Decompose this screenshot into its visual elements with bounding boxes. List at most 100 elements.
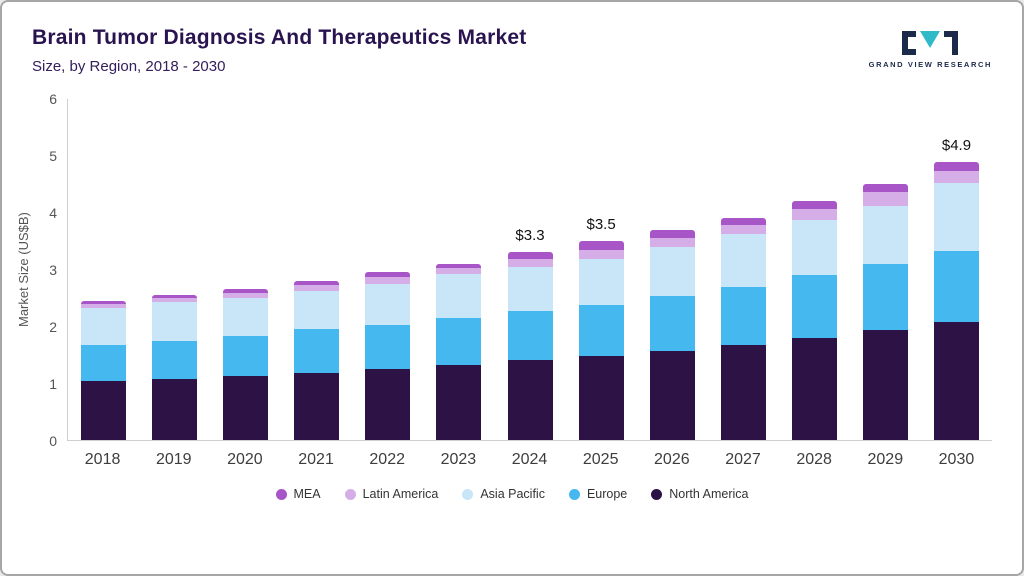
bar-segment-asia-pacific[interactable] bbox=[294, 290, 340, 330]
legend-item-north-america[interactable]: North America bbox=[651, 487, 748, 501]
bar-group-2019[interactable] bbox=[139, 99, 210, 440]
bar-segment-latin-america[interactable] bbox=[365, 276, 411, 284]
bar-segment-europe[interactable] bbox=[223, 336, 269, 377]
bar-segment-asia-pacific[interactable] bbox=[436, 273, 482, 318]
bar-group-2030[interactable]: $4.9 bbox=[921, 99, 992, 440]
bar-group-2026[interactable] bbox=[637, 99, 708, 440]
bar-group-2027[interactable] bbox=[708, 99, 779, 440]
bar-segment-asia-pacific[interactable] bbox=[365, 283, 411, 325]
bar-segment-latin-america[interactable] bbox=[152, 297, 198, 303]
bar-group-2021[interactable] bbox=[281, 99, 352, 440]
bar-segment-mea[interactable] bbox=[720, 218, 766, 226]
bar-segment-north-america[interactable] bbox=[649, 350, 695, 440]
bar-segment-europe[interactable] bbox=[862, 263, 908, 330]
bar-segment-europe[interactable] bbox=[507, 311, 553, 361]
bar-segment-mea[interactable] bbox=[507, 252, 553, 260]
bar-segment-europe[interactable] bbox=[649, 296, 695, 351]
bar-segment-europe[interactable] bbox=[436, 317, 482, 365]
bar-segment-asia-pacific[interactable] bbox=[578, 259, 624, 305]
stacked-bar-2024[interactable] bbox=[507, 99, 553, 440]
bar-segment-north-america[interactable] bbox=[720, 345, 766, 440]
bar-segment-north-america[interactable] bbox=[791, 337, 837, 440]
bar-segment-asia-pacific[interactable] bbox=[791, 219, 837, 276]
bar-group-2022[interactable] bbox=[352, 99, 423, 440]
bar-segment-north-america[interactable] bbox=[152, 379, 198, 440]
bar-segment-mea[interactable] bbox=[791, 201, 837, 210]
bar-segment-latin-america[interactable] bbox=[578, 249, 624, 260]
bar-segment-europe[interactable] bbox=[578, 304, 624, 356]
stacked-bar-2023[interactable] bbox=[436, 99, 482, 440]
stacked-bar-2027[interactable] bbox=[720, 99, 766, 440]
bar-segment-europe[interactable] bbox=[933, 250, 979, 322]
bar-group-2023[interactable] bbox=[423, 99, 494, 440]
stacked-bar-2018[interactable] bbox=[81, 99, 127, 440]
stacked-bar-2019[interactable] bbox=[152, 99, 198, 440]
bar-segment-latin-america[interactable] bbox=[791, 209, 837, 220]
bar-group-2018[interactable] bbox=[68, 99, 139, 440]
bar-segment-europe[interactable] bbox=[81, 345, 127, 382]
bar-segment-mea[interactable] bbox=[436, 263, 482, 269]
bar-segment-latin-america[interactable] bbox=[862, 192, 908, 206]
stacked-bar-2021[interactable] bbox=[294, 99, 340, 440]
bar-segment-asia-pacific[interactable] bbox=[152, 302, 198, 341]
stacked-bar-2029[interactable] bbox=[862, 99, 908, 440]
bar-segment-europe[interactable] bbox=[720, 286, 766, 346]
bar-segment-europe[interactable] bbox=[791, 275, 837, 338]
legend-item-asia-pacific[interactable]: Asia Pacific bbox=[462, 487, 545, 501]
bar-value-label-2024: $3.3 bbox=[515, 227, 545, 245]
bar-segment-north-america[interactable] bbox=[436, 364, 482, 440]
legend-item-latin-america[interactable]: Latin America bbox=[344, 487, 438, 501]
bar-group-2025[interactable]: $3.5 bbox=[566, 99, 637, 440]
stacked-bar-2028[interactable] bbox=[791, 99, 837, 440]
legend-dot-icon bbox=[651, 488, 663, 500]
bar-segment-north-america[interactable] bbox=[223, 376, 269, 440]
bar-segment-north-america[interactable] bbox=[81, 381, 127, 440]
plot: $3.3 $3.5 $4.9 bbox=[67, 99, 992, 441]
bar-segment-mea[interactable] bbox=[649, 229, 695, 239]
bar-segment-north-america[interactable] bbox=[507, 360, 553, 440]
bar-segment-mea[interactable] bbox=[152, 295, 198, 298]
bar-segment-latin-america[interactable] bbox=[507, 259, 553, 267]
bar-segment-latin-america[interactable] bbox=[294, 284, 340, 291]
bar-segment-latin-america[interactable] bbox=[933, 170, 979, 184]
bar-group-2024[interactable]: $3.3 bbox=[494, 99, 565, 440]
bar-segment-latin-america[interactable] bbox=[436, 268, 482, 274]
bar-value-label-2025: $3.5 bbox=[586, 216, 616, 234]
bar-segment-europe[interactable] bbox=[294, 329, 340, 373]
bar-segment-asia-pacific[interactable] bbox=[862, 205, 908, 264]
bar-segment-mea[interactable] bbox=[578, 241, 624, 250]
bar-segment-north-america[interactable] bbox=[862, 329, 908, 440]
stacked-bar-2025[interactable] bbox=[578, 99, 624, 440]
bar-segment-north-america[interactable] bbox=[365, 368, 411, 440]
stacked-bar-2026[interactable] bbox=[649, 99, 695, 440]
bar-segment-asia-pacific[interactable] bbox=[81, 307, 127, 346]
bar-segment-asia-pacific[interactable] bbox=[507, 266, 553, 311]
bar-segment-asia-pacific[interactable] bbox=[649, 246, 695, 297]
bar-segment-mea[interactable] bbox=[294, 280, 340, 285]
bar-segment-mea[interactable] bbox=[933, 161, 979, 171]
bar-segment-europe[interactable] bbox=[152, 340, 198, 380]
legend-item-europe[interactable]: Europe bbox=[568, 487, 627, 501]
legend-item-mea[interactable]: MEA bbox=[275, 487, 321, 501]
bar-segment-north-america[interactable] bbox=[933, 321, 979, 440]
stacked-bar-2022[interactable] bbox=[365, 99, 411, 440]
bar-segment-latin-america[interactable] bbox=[81, 303, 127, 308]
bar-segment-asia-pacific[interactable] bbox=[720, 234, 766, 287]
bar-segment-mea[interactable] bbox=[223, 289, 269, 293]
bar-segment-mea[interactable] bbox=[81, 300, 127, 304]
bar-segment-latin-america[interactable] bbox=[223, 292, 269, 298]
bar-segment-north-america[interactable] bbox=[294, 372, 340, 440]
bar-group-2020[interactable] bbox=[210, 99, 281, 440]
bar-group-2028[interactable] bbox=[779, 99, 850, 440]
bar-segment-europe[interactable] bbox=[365, 324, 411, 369]
bar-segment-mea[interactable] bbox=[862, 184, 908, 193]
stacked-bar-2020[interactable] bbox=[223, 99, 269, 440]
bar-segment-mea[interactable] bbox=[365, 272, 411, 277]
bar-segment-latin-america[interactable] bbox=[649, 238, 695, 247]
bar-segment-north-america[interactable] bbox=[578, 355, 624, 440]
stacked-bar-2030[interactable] bbox=[933, 99, 979, 440]
bar-segment-latin-america[interactable] bbox=[720, 225, 766, 235]
bar-segment-asia-pacific[interactable] bbox=[933, 183, 979, 251]
bar-segment-asia-pacific[interactable] bbox=[223, 297, 269, 337]
bar-group-2029[interactable] bbox=[850, 99, 921, 440]
